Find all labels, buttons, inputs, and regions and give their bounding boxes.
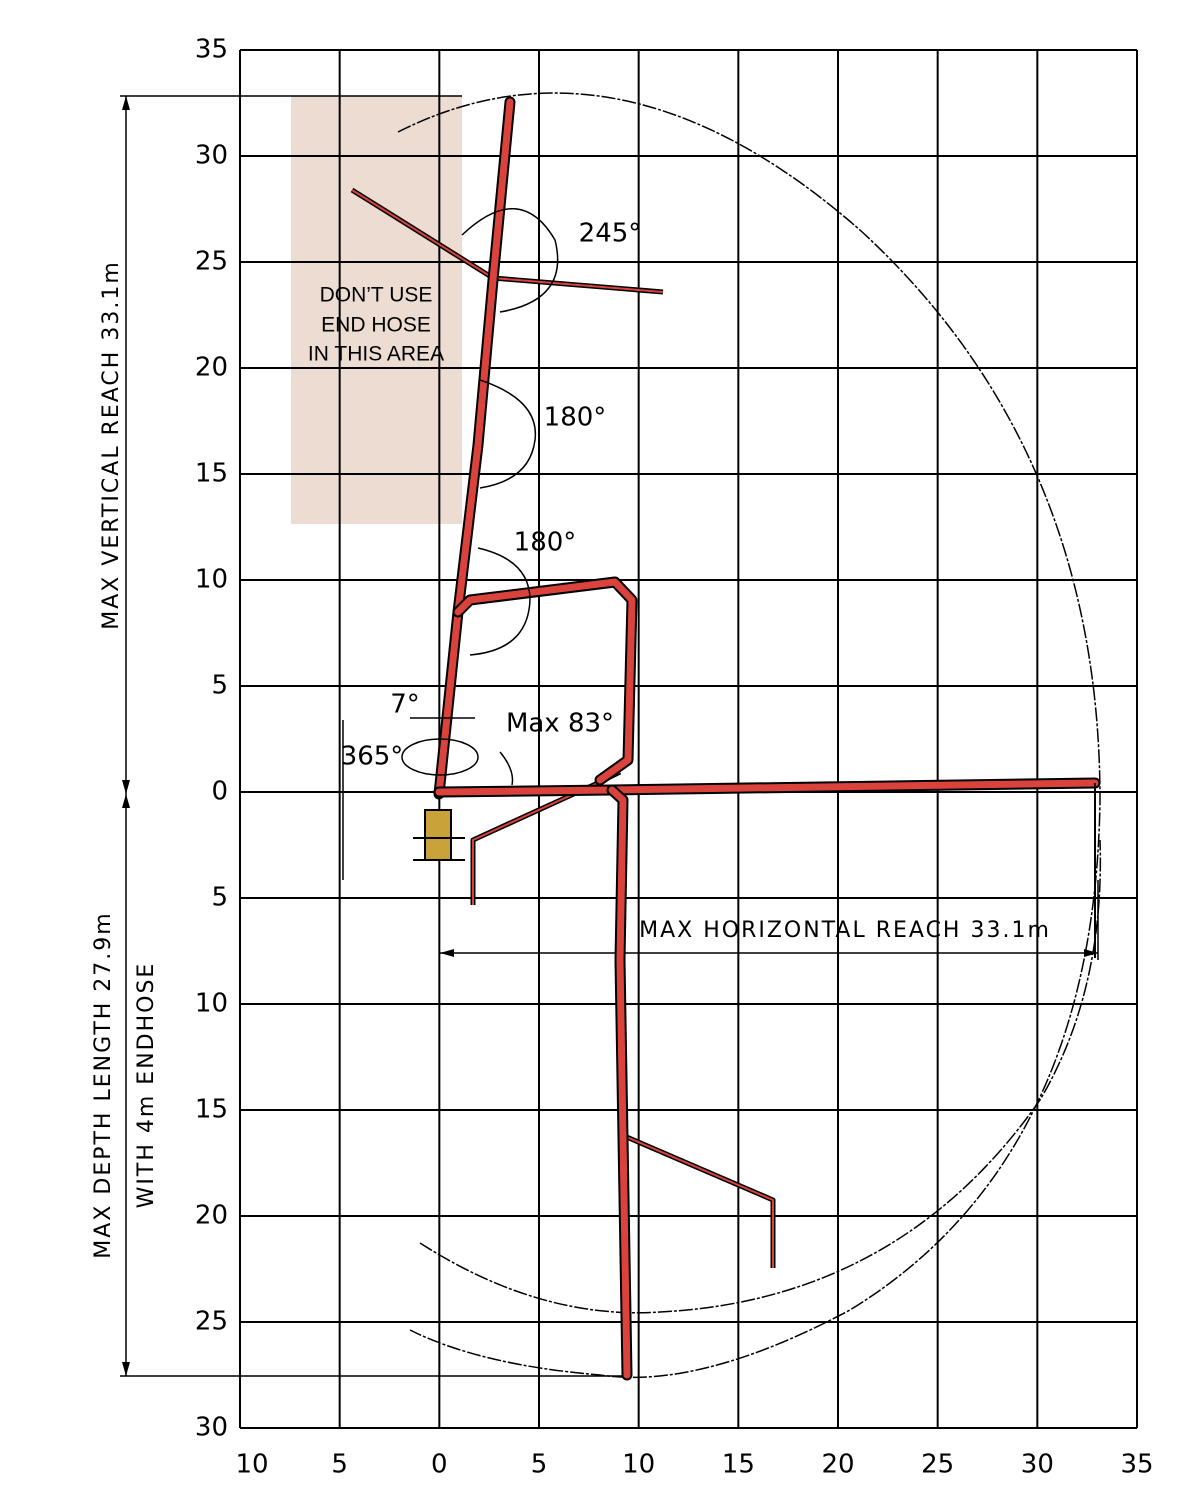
- x-tick-label: 25: [921, 1450, 954, 1480]
- dimension-lines: [120, 95, 1099, 1377]
- y-tick-label: 25: [195, 1307, 228, 1337]
- restricted-area: [291, 96, 462, 524]
- x-tick-label: 35: [1120, 1450, 1153, 1480]
- y-tick-label: 5: [211, 883, 228, 913]
- y-tick-label: 30: [195, 141, 228, 171]
- reach-arcs: [397, 92, 1102, 1379]
- x-tick-label: 30: [1021, 1450, 1054, 1480]
- dimension-label: MAX HORIZONTAL REACH 33.1m: [639, 918, 1051, 943]
- x-tick-label: 5: [531, 1450, 548, 1480]
- y-tick-label: 15: [195, 1095, 228, 1125]
- y-tick-label: 10: [195, 565, 228, 595]
- y-tick-label: 35: [195, 35, 228, 65]
- dimension-label: WITH 4m ENDHOSE: [134, 962, 159, 1209]
- grid: [239, 49, 1138, 1429]
- dimension-label: MAX DEPTH LENGTH 27.9m: [91, 911, 116, 1258]
- note-line: DON’T USE: [320, 284, 433, 307]
- y-tick-label: 30: [195, 1413, 228, 1443]
- note-line: END HOSE: [321, 314, 431, 337]
- angle-label: 180°: [544, 403, 607, 433]
- x-tick-label: 10: [235, 1450, 268, 1480]
- y-tick-label: 0: [211, 777, 228, 807]
- angle-arrows: [401, 208, 559, 786]
- notes: DON’T USE END HOSE IN THIS AREA 245° 180…: [91, 219, 1051, 1259]
- x-tick-label: 5: [331, 1450, 348, 1480]
- angle-label: Max 83°: [506, 709, 614, 739]
- x-tick-label: 0: [431, 1450, 448, 1480]
- x-tick-label: 20: [821, 1450, 854, 1480]
- angle-label: 180°: [514, 528, 577, 558]
- x-tick-label: 15: [722, 1450, 755, 1480]
- y-tick-label: 20: [195, 1201, 228, 1231]
- note-line: IN THIS AREA: [308, 343, 444, 366]
- angle-label: 365°: [341, 742, 404, 772]
- angle-label: 7°: [390, 690, 420, 720]
- boom: [350, 96, 1101, 1381]
- y-tick-label: 20: [195, 353, 228, 383]
- y-tick-label: 5: [211, 671, 228, 701]
- angle-label: 245°: [579, 219, 642, 249]
- x-tick-label: 10: [622, 1450, 655, 1480]
- dimension-label: MAX VERTICAL REACH 33.1m: [99, 260, 124, 629]
- y-tick-label: 15: [195, 459, 228, 489]
- y-tick-label: 25: [195, 247, 228, 277]
- y-tick-label: 10: [195, 989, 228, 1019]
